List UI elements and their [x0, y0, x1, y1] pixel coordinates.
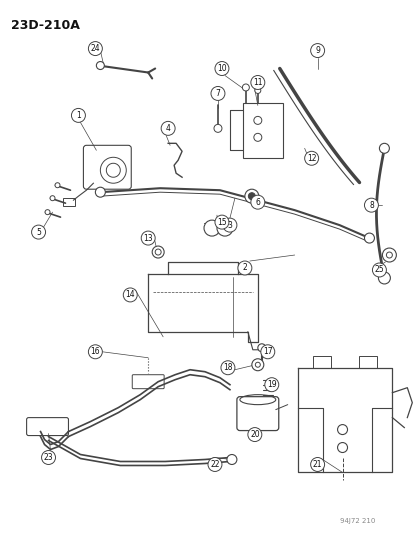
Circle shape: [363, 198, 377, 212]
Circle shape: [141, 231, 155, 245]
Circle shape: [204, 220, 219, 236]
Text: 4: 4: [165, 124, 170, 133]
Circle shape: [310, 44, 324, 58]
Circle shape: [264, 378, 278, 392]
Text: 5: 5: [36, 228, 41, 237]
Circle shape: [216, 220, 233, 236]
Circle shape: [378, 143, 389, 154]
Circle shape: [254, 87, 260, 93]
Circle shape: [155, 249, 161, 255]
Circle shape: [96, 61, 104, 69]
Text: 7: 7: [215, 89, 220, 98]
Text: 14: 14: [125, 290, 135, 300]
Text: 10: 10: [216, 64, 226, 73]
Circle shape: [337, 442, 347, 453]
Circle shape: [242, 84, 249, 91]
Text: 12: 12: [306, 154, 316, 163]
Text: 25: 25: [374, 265, 383, 274]
Circle shape: [363, 233, 373, 243]
Bar: [312, 356, 330, 368]
Circle shape: [88, 345, 102, 359]
Bar: [358, 356, 377, 368]
Circle shape: [257, 344, 265, 352]
Circle shape: [250, 76, 264, 90]
Text: 94J72 210: 94J72 210: [339, 518, 374, 524]
Text: 20: 20: [249, 430, 259, 439]
Circle shape: [248, 193, 255, 200]
Circle shape: [377, 272, 389, 284]
Text: 19: 19: [266, 380, 276, 389]
Circle shape: [385, 252, 392, 258]
Circle shape: [214, 124, 221, 132]
Circle shape: [237, 261, 251, 275]
Text: 9: 9: [314, 46, 319, 55]
Circle shape: [244, 189, 258, 203]
Circle shape: [123, 288, 137, 302]
Text: 22: 22: [210, 460, 219, 469]
Bar: [63, 198, 75, 206]
Circle shape: [251, 359, 263, 371]
Circle shape: [255, 362, 260, 367]
Circle shape: [221, 361, 234, 375]
Circle shape: [50, 196, 55, 200]
Circle shape: [260, 345, 274, 359]
Circle shape: [214, 61, 228, 76]
Text: 3: 3: [227, 221, 232, 230]
Circle shape: [152, 246, 164, 258]
Circle shape: [253, 133, 261, 141]
Circle shape: [207, 457, 221, 472]
Text: 13: 13: [143, 233, 153, 243]
Circle shape: [41, 450, 55, 464]
Circle shape: [310, 457, 324, 472]
Text: 18: 18: [223, 363, 232, 372]
Text: 23D-210A: 23D-210A: [11, 19, 79, 31]
Circle shape: [372, 263, 385, 277]
Circle shape: [95, 187, 105, 197]
Bar: [242, 103, 282, 158]
Circle shape: [304, 151, 318, 165]
Circle shape: [226, 455, 236, 464]
Text: 6: 6: [255, 198, 260, 207]
Circle shape: [45, 209, 50, 215]
Circle shape: [211, 86, 224, 100]
Circle shape: [55, 183, 60, 188]
Text: 1: 1: [76, 111, 81, 120]
Circle shape: [31, 225, 45, 239]
Text: 11: 11: [252, 78, 262, 87]
Text: 8: 8: [368, 200, 373, 209]
Text: 21: 21: [312, 460, 322, 469]
Text: 15: 15: [216, 217, 226, 227]
Circle shape: [71, 108, 85, 123]
Circle shape: [337, 425, 347, 434]
Text: 24: 24: [90, 44, 100, 53]
Circle shape: [214, 215, 228, 229]
Circle shape: [247, 427, 261, 441]
Text: 16: 16: [90, 348, 100, 356]
Circle shape: [382, 248, 395, 262]
Text: 17: 17: [262, 348, 272, 356]
Circle shape: [253, 116, 261, 124]
Circle shape: [161, 122, 175, 135]
Circle shape: [223, 218, 236, 232]
Text: 2: 2: [242, 263, 247, 272]
Circle shape: [250, 195, 264, 209]
Text: 23: 23: [44, 453, 53, 462]
Circle shape: [88, 42, 102, 55]
